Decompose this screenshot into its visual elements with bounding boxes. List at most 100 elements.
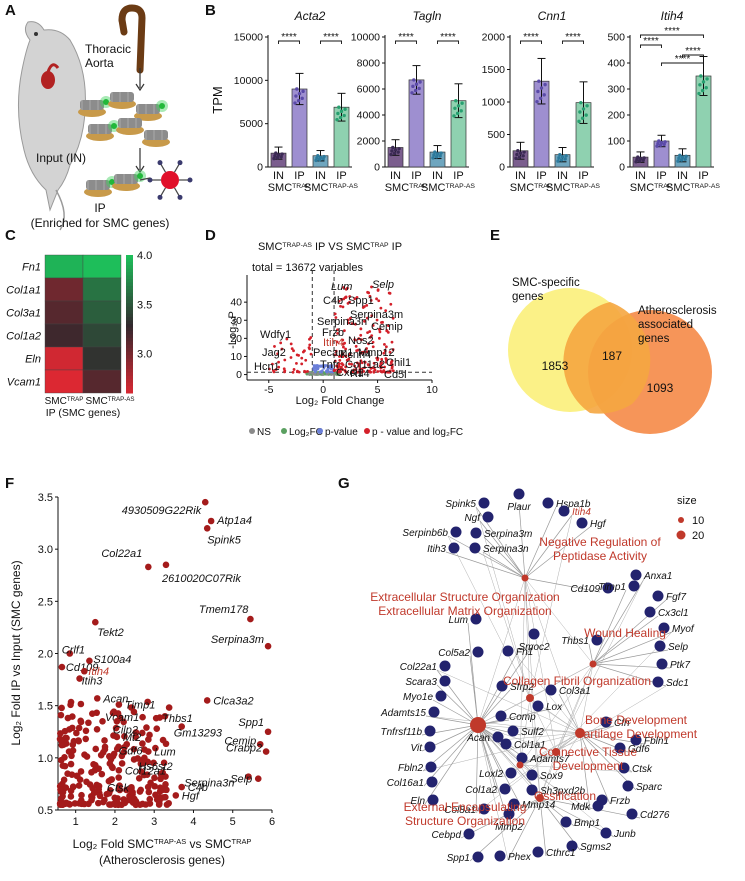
replicate-dot (459, 109, 463, 113)
volcano-point-sig (359, 327, 363, 331)
heatmap-cell (44, 323, 84, 348)
replicate-dot (558, 152, 562, 157)
volcano-point-sig (371, 340, 375, 344)
volcano-point-sig (342, 329, 346, 333)
replicate-dot (337, 105, 341, 109)
network-gene-node (463, 828, 475, 840)
replicate-dot (454, 99, 458, 103)
replicate-dot (412, 78, 416, 82)
sig-stars: **** (523, 32, 539, 43)
replicate-dot (559, 158, 564, 162)
scatter-point-label: Tmem178 (199, 604, 249, 616)
network-gene-node (591, 634, 603, 646)
network-edge (477, 709, 547, 726)
replicate-dot (338, 115, 343, 120)
network-edge (524, 526, 591, 579)
network-gene-node (472, 646, 484, 658)
volcano-point-p (327, 365, 331, 369)
scatter-point (89, 710, 96, 717)
heatmap-cell (82, 369, 122, 394)
scatter-point (153, 725, 161, 732)
scatter-point (67, 701, 74, 709)
volcano-point-sig (342, 345, 345, 349)
y-tick-label: 300 (607, 84, 625, 96)
scatter-point (69, 741, 77, 748)
scatter-point (95, 799, 102, 807)
y-tick-label: 1.5 (38, 701, 53, 713)
volcano-point-sig (378, 330, 382, 334)
volcano-point-sig (332, 369, 336, 373)
scatter-point (152, 744, 159, 752)
legend-swatch (317, 428, 323, 434)
volcano-gene-label: Cd5l (384, 369, 407, 381)
volcano-point-ns (316, 372, 320, 376)
volcano-point-sig (357, 370, 361, 374)
bar-chart-title: Itih4 (661, 9, 684, 23)
network-term-label: Extracellular Structure Organization (370, 590, 559, 604)
volcano-point-sig (280, 347, 284, 351)
replicate-dot (683, 157, 687, 161)
network-edge (592, 589, 627, 665)
network-gene-label: Timp1 (598, 582, 626, 593)
network-gene-label: Cfh (614, 718, 630, 729)
replicate-dot (273, 154, 277, 158)
volcano-point-sig (367, 342, 370, 346)
volcano-point-sig (367, 291, 371, 295)
volcano-point-sig (300, 356, 304, 360)
replicate-dot (518, 151, 523, 155)
volcano-point-sig (354, 344, 358, 348)
network-gene-node (545, 684, 557, 696)
scatter-point-label: 2610020C07Rik (161, 573, 241, 585)
network-gene-node (505, 767, 517, 779)
scatter-point (110, 750, 118, 758)
x-group-label: IP (656, 170, 666, 182)
network-gene-node (656, 658, 668, 670)
scatter-point-labeled (58, 663, 66, 671)
network-edge (539, 797, 547, 857)
colorbar-segment (126, 382, 133, 387)
y-tick-label: 5000 (240, 118, 264, 130)
replicate-dot (705, 77, 709, 81)
panel-a-schematic (17, 4, 193, 231)
x-tick-label: 6 (269, 816, 275, 828)
sig-bracket (661, 62, 704, 66)
scatter-point (106, 787, 114, 794)
network-edge (519, 663, 594, 766)
gfp-tag (137, 173, 143, 179)
volcano-point-sig (359, 359, 363, 363)
heatmap-cell (44, 300, 84, 325)
replicate-dot (275, 155, 280, 160)
volcano-point-sig (391, 348, 395, 351)
network-gene-label: Myof (672, 624, 695, 635)
network-edge (524, 577, 601, 593)
scatter-point (136, 801, 144, 809)
gfp-tag (103, 99, 109, 105)
y-tick-label: 2000 (357, 136, 381, 148)
replicate-dot (522, 150, 526, 154)
network-gene-label: Scara3 (405, 677, 437, 688)
replicate-dot (584, 113, 588, 117)
network-edge (477, 724, 521, 766)
scatter-point-label: Thbs1 (162, 713, 193, 725)
network-gene-node (626, 808, 638, 820)
scatter-panel-f: 0.5 1.0 1.5 2.0 2.5 3.0 3.5 1 2 3 4 5 6 4930509G22Rik… (9, 492, 275, 867)
scatter-point (85, 800, 92, 808)
network-edge (477, 724, 523, 809)
network-edge (579, 732, 637, 791)
scatter-point-labeled (93, 695, 101, 702)
venn-only2-count: 1093 (647, 381, 674, 395)
ribosome-4 (86, 120, 120, 141)
x-tick-label: 3 (151, 816, 157, 828)
scatter-point (82, 727, 90, 735)
scatter-point (143, 724, 150, 731)
heatmap-cell (44, 346, 84, 371)
network-edge (524, 577, 581, 734)
x-tick-label: 4 (190, 816, 196, 828)
network-gene-label: Spp1 (447, 853, 470, 864)
network-gene-node (630, 569, 642, 581)
x-tick-label: 1 (73, 816, 79, 828)
replicate-dot (699, 74, 703, 78)
volcano-point-sig (370, 314, 374, 318)
scatter-point (161, 712, 169, 720)
scatter-point-label: Vcam1 (105, 712, 139, 724)
